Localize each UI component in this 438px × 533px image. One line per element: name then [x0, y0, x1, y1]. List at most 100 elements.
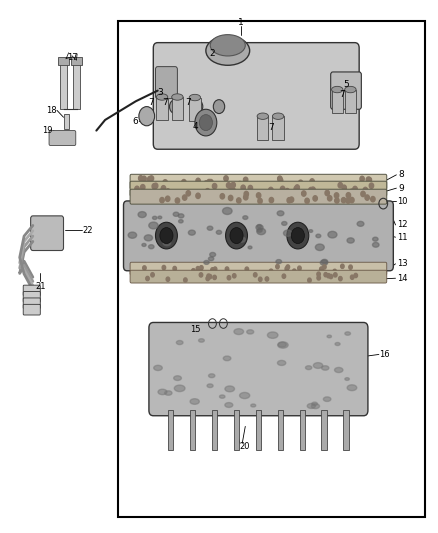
- Circle shape: [170, 100, 181, 114]
- Bar: [343, 410, 349, 450]
- Ellipse shape: [328, 231, 337, 238]
- Circle shape: [342, 185, 346, 190]
- Ellipse shape: [204, 261, 209, 264]
- Circle shape: [281, 183, 286, 188]
- Circle shape: [152, 184, 156, 189]
- FancyBboxPatch shape: [153, 43, 359, 149]
- Ellipse shape: [257, 229, 262, 232]
- Ellipse shape: [173, 212, 179, 216]
- Ellipse shape: [373, 237, 378, 241]
- Ellipse shape: [152, 216, 157, 220]
- FancyBboxPatch shape: [130, 181, 387, 196]
- Text: 7: 7: [185, 98, 191, 107]
- Text: 7: 7: [162, 98, 169, 107]
- Ellipse shape: [321, 260, 328, 264]
- Text: 7: 7: [268, 124, 275, 132]
- Ellipse shape: [234, 329, 244, 335]
- Ellipse shape: [335, 367, 343, 373]
- Circle shape: [369, 183, 374, 188]
- Bar: [321, 410, 327, 450]
- Circle shape: [182, 180, 186, 185]
- Circle shape: [371, 197, 375, 202]
- FancyBboxPatch shape: [130, 174, 387, 189]
- Ellipse shape: [278, 342, 286, 347]
- Circle shape: [244, 177, 248, 182]
- Ellipse shape: [208, 374, 215, 378]
- Ellipse shape: [309, 230, 313, 232]
- Circle shape: [229, 184, 233, 189]
- Text: 4: 4: [192, 123, 198, 131]
- Circle shape: [196, 178, 200, 183]
- Text: 8: 8: [398, 171, 404, 179]
- Ellipse shape: [305, 366, 312, 369]
- Text: 7: 7: [339, 91, 345, 99]
- Circle shape: [361, 191, 365, 197]
- Bar: [256, 410, 261, 450]
- Circle shape: [171, 183, 176, 188]
- Circle shape: [226, 183, 231, 188]
- Circle shape: [334, 193, 339, 198]
- Circle shape: [155, 182, 159, 188]
- Circle shape: [199, 115, 212, 131]
- Circle shape: [196, 266, 200, 271]
- Circle shape: [298, 180, 303, 185]
- Circle shape: [334, 182, 339, 188]
- Circle shape: [204, 181, 208, 186]
- Bar: [332, 90, 343, 113]
- Circle shape: [207, 180, 211, 185]
- Circle shape: [325, 190, 329, 196]
- Circle shape: [311, 187, 315, 192]
- Circle shape: [278, 176, 282, 181]
- Circle shape: [244, 191, 248, 197]
- FancyBboxPatch shape: [331, 72, 361, 109]
- Ellipse shape: [327, 335, 332, 338]
- Bar: [58, 57, 69, 65]
- Circle shape: [269, 269, 273, 273]
- Circle shape: [225, 267, 229, 271]
- Ellipse shape: [357, 221, 364, 227]
- Text: 9: 9: [398, 184, 404, 192]
- Circle shape: [207, 183, 212, 188]
- Circle shape: [320, 267, 323, 271]
- Text: 21: 21: [35, 282, 46, 290]
- Text: 15: 15: [190, 325, 200, 334]
- Circle shape: [213, 100, 225, 114]
- Ellipse shape: [267, 332, 278, 338]
- Circle shape: [254, 273, 257, 277]
- Ellipse shape: [210, 35, 245, 56]
- Circle shape: [199, 270, 202, 274]
- Circle shape: [212, 183, 217, 189]
- Circle shape: [160, 198, 164, 203]
- Ellipse shape: [142, 244, 146, 246]
- Ellipse shape: [323, 397, 331, 401]
- Circle shape: [256, 193, 261, 198]
- Bar: [257, 116, 268, 140]
- Circle shape: [238, 181, 242, 187]
- Circle shape: [213, 275, 216, 279]
- Circle shape: [248, 185, 253, 191]
- Circle shape: [349, 265, 352, 269]
- Ellipse shape: [165, 391, 172, 395]
- Circle shape: [327, 273, 330, 278]
- Text: 2: 2: [210, 49, 215, 58]
- Ellipse shape: [223, 356, 231, 361]
- Circle shape: [191, 100, 203, 114]
- Ellipse shape: [207, 384, 213, 387]
- Circle shape: [341, 198, 346, 203]
- Ellipse shape: [345, 86, 356, 93]
- Ellipse shape: [257, 228, 265, 235]
- Circle shape: [310, 179, 314, 184]
- Circle shape: [308, 278, 311, 282]
- Circle shape: [195, 109, 217, 136]
- Ellipse shape: [277, 211, 284, 216]
- Circle shape: [258, 277, 262, 281]
- Ellipse shape: [154, 365, 162, 370]
- Text: 17: 17: [67, 53, 78, 61]
- Ellipse shape: [316, 234, 321, 238]
- Circle shape: [341, 264, 344, 269]
- Circle shape: [146, 277, 149, 281]
- Text: 14: 14: [397, 274, 407, 282]
- Text: 1: 1: [238, 18, 244, 27]
- Circle shape: [186, 191, 191, 196]
- Bar: [60, 64, 67, 109]
